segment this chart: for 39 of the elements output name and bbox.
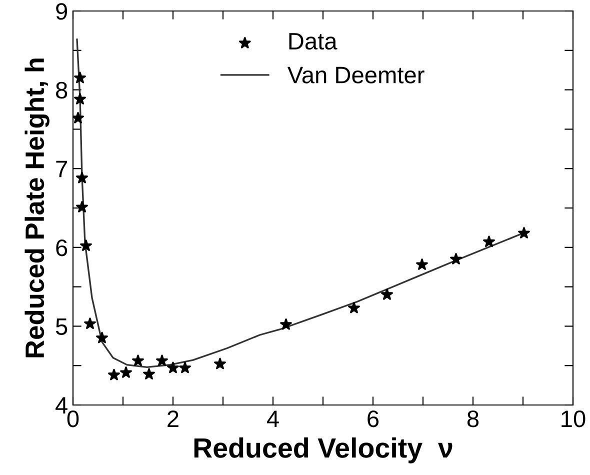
x-tick-label: 6 (368, 410, 379, 428)
point (416, 258, 428, 270)
y-tick-label: 7 (56, 160, 67, 178)
legend-label: Van Deemter (287, 66, 424, 84)
point (120, 366, 132, 378)
point (73, 112, 84, 124)
y-tick-label: 4 (56, 397, 68, 414)
point (348, 302, 360, 314)
point (80, 240, 92, 252)
point (108, 368, 120, 380)
x-tick-label: 10 (562, 410, 586, 428)
point (483, 236, 495, 248)
point (76, 201, 88, 212)
y-tick-label: 6 (56, 239, 68, 256)
y-tick-label: 9 (56, 3, 68, 20)
point (156, 354, 168, 366)
y-tick-label: 8 (56, 82, 68, 99)
point (96, 332, 108, 344)
y-axis-title: Reduced Plate Height, h (24, 58, 50, 358)
point (76, 172, 88, 184)
point (74, 93, 86, 104)
point (179, 362, 191, 374)
point (74, 72, 86, 84)
x-tick-label: 8 (467, 410, 479, 428)
x-axis-title: Reduced Velocity ν (194, 437, 452, 464)
point (280, 318, 292, 330)
point (381, 288, 393, 300)
x-tick-label: 2 (168, 410, 178, 427)
point (143, 368, 155, 380)
point (450, 253, 462, 264)
y-tick-label: 5 (56, 318, 68, 335)
x-tick-label: 0 (67, 410, 79, 428)
point (132, 354, 144, 366)
point (518, 227, 530, 238)
point (214, 358, 226, 370)
x-tick-label: 4 (266, 410, 279, 427)
point (167, 362, 179, 374)
point (84, 318, 96, 330)
legend-label: Data (289, 33, 338, 50)
